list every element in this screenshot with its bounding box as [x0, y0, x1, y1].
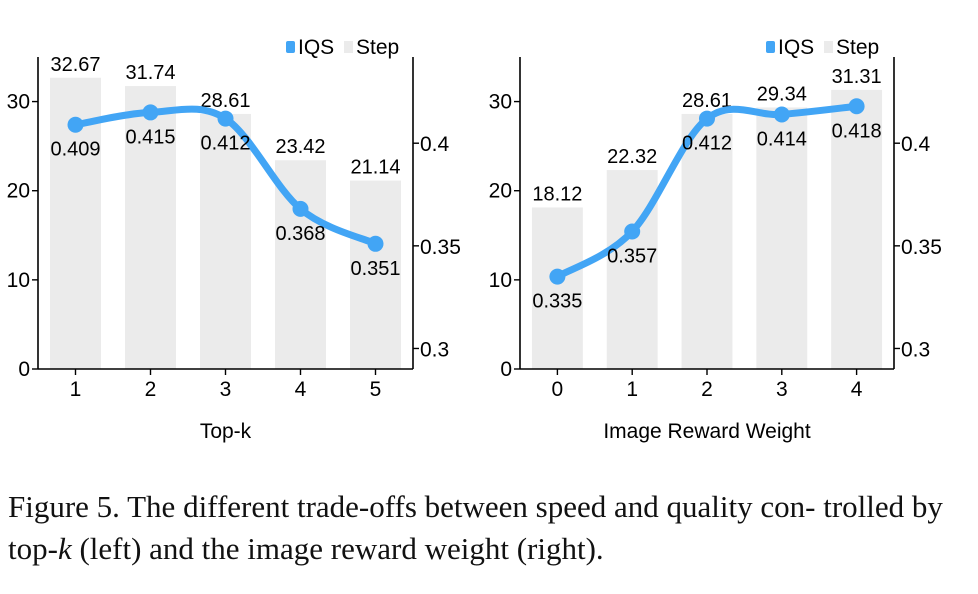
- bar-3: [756, 107, 808, 369]
- caption-k: k: [57, 531, 72, 566]
- bar-value-label: 18.12: [532, 183, 582, 205]
- x-tick-label: 1: [70, 378, 82, 401]
- iqs-value-label: 0.351: [350, 258, 400, 280]
- legend-step-label: Step: [356, 36, 399, 59]
- iqs-point-2: [142, 104, 159, 121]
- caption-suffix: (left) and the image reward weight (righ…: [71, 531, 604, 566]
- y-right-tick-label: 0.3: [901, 338, 930, 361]
- legend-iqs-swatch: [286, 41, 295, 53]
- bar-value-label: 21.14: [350, 157, 400, 179]
- iqs-point-2: [699, 110, 715, 127]
- iqs-point-1: [67, 116, 84, 133]
- figure-caption: Figure 5. The different trade-offs betwe…: [8, 486, 970, 570]
- iqs-value-label: 0.415: [125, 126, 175, 148]
- x-axis-label: Top-k: [200, 420, 252, 443]
- y-right-tick-label: 0.4: [420, 133, 450, 156]
- caption-prefix: Figure 5. The different trade-offs betwe…: [8, 489, 943, 566]
- bar-2: [125, 86, 176, 369]
- y-right-tick-label: 0.35: [420, 236, 461, 259]
- bar-0: [531, 207, 583, 369]
- legend-step-swatch: [344, 41, 353, 53]
- x-tick-label: 2: [701, 378, 713, 401]
- y-left-tick-label: 30: [7, 91, 30, 114]
- legend-step-label: Step: [836, 36, 879, 59]
- chart-panel-2: 0 10 20 30 0.3 0.35 0.4 0 1 2 3 4 Image Reward Weigh…: [489, 36, 942, 443]
- y-left-tick-label: 20: [489, 180, 512, 203]
- iqs-value-label: 0.414: [757, 128, 807, 150]
- y-left-tick-label: 30: [489, 91, 512, 114]
- iqs-point-1: [624, 223, 641, 240]
- iqs-point-3: [217, 110, 234, 127]
- iqs-point-4: [848, 98, 865, 115]
- bar-5: [350, 180, 401, 369]
- bar-value-label: 23.42: [275, 136, 325, 158]
- legend-iqs-label: IQS: [778, 36, 814, 59]
- iqs-point-0: [549, 268, 566, 285]
- legend-iqs-swatch: [766, 41, 775, 53]
- y-left-tick-label: 10: [489, 269, 512, 292]
- y-left-tick-label: 0: [500, 358, 512, 381]
- y-right-tick-label: 0.35: [901, 236, 942, 259]
- x-tick-label: 3: [220, 378, 232, 401]
- bar-value-label: 28.61: [682, 90, 732, 112]
- x-axis-label: Image Reward Weight: [603, 420, 811, 443]
- iqs-point-3: [773, 106, 790, 123]
- iqs-value-label: 0.412: [200, 133, 250, 155]
- bar-value-label: 29.34: [757, 83, 807, 105]
- x-tick-label: 4: [295, 378, 307, 401]
- bar-value-label: 22.32: [607, 146, 657, 168]
- bar-value-label: 31.74: [125, 62, 175, 84]
- bar-2: [681, 113, 733, 370]
- iqs-value-label: 0.412: [682, 133, 732, 155]
- iqs-value-label: 0.368: [275, 223, 325, 245]
- iqs-value-label: 0.335: [532, 291, 582, 313]
- bar-4: [831, 89, 883, 370]
- iqs-point-4: [292, 200, 309, 217]
- iqs-value-label: 0.357: [607, 245, 657, 267]
- legend-step-swatch: [824, 41, 833, 53]
- x-tick-label: 2: [145, 378, 157, 401]
- y-right-tick-label: 0.4: [901, 133, 931, 156]
- x-tick-label: 0: [552, 378, 564, 401]
- iqs-point-5: [367, 235, 384, 252]
- bar-value-label: 31.31: [832, 66, 882, 88]
- y-left-tick-label: 0: [18, 358, 30, 381]
- x-tick-label: 4: [851, 378, 863, 401]
- x-tick-label: 3: [776, 378, 788, 401]
- x-tick-label: 1: [626, 378, 638, 401]
- bar-3: [200, 113, 251, 370]
- y-left-tick-label: 10: [7, 269, 30, 292]
- bar-1: [606, 170, 658, 369]
- x-tick-label: 5: [370, 378, 382, 401]
- bar-value-label: 32.67: [50, 54, 100, 76]
- bar-value-label: 28.61: [200, 90, 250, 112]
- y-right-tick-label: 0.3: [420, 338, 449, 361]
- legend-iqs-label: IQS: [298, 36, 334, 59]
- iqs-value-label: 0.409: [50, 139, 100, 161]
- iqs-value-label: 0.418: [832, 120, 882, 142]
- y-left-tick-label: 20: [7, 180, 30, 203]
